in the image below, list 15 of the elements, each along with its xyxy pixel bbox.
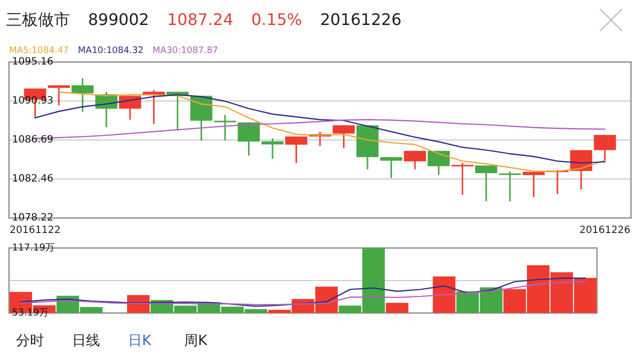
x-tick-label: 20161122	[10, 225, 61, 236]
chart-title: 三板做市 899002 1087.24 0.15% 20161226	[6, 10, 402, 29]
text: MA5:1084.47	[9, 46, 69, 56]
text: 分时	[16, 333, 44, 349]
text: 日K	[128, 333, 152, 349]
y-tick-label: 1082.46	[12, 173, 54, 184]
text: 周K	[184, 333, 208, 349]
text: MA10:1084.32	[78, 46, 144, 56]
text: 日线	[72, 333, 100, 349]
x-tick-label: 20161226	[579, 225, 630, 236]
y-tick-label: 117.19万	[12, 242, 56, 254]
text: MA30:1087.87	[152, 46, 218, 56]
y-tick-label: 1078.22	[12, 212, 54, 224]
y-tick-label: 1086.69	[12, 134, 54, 146]
y-tick-label: 1095.16	[12, 56, 54, 68]
